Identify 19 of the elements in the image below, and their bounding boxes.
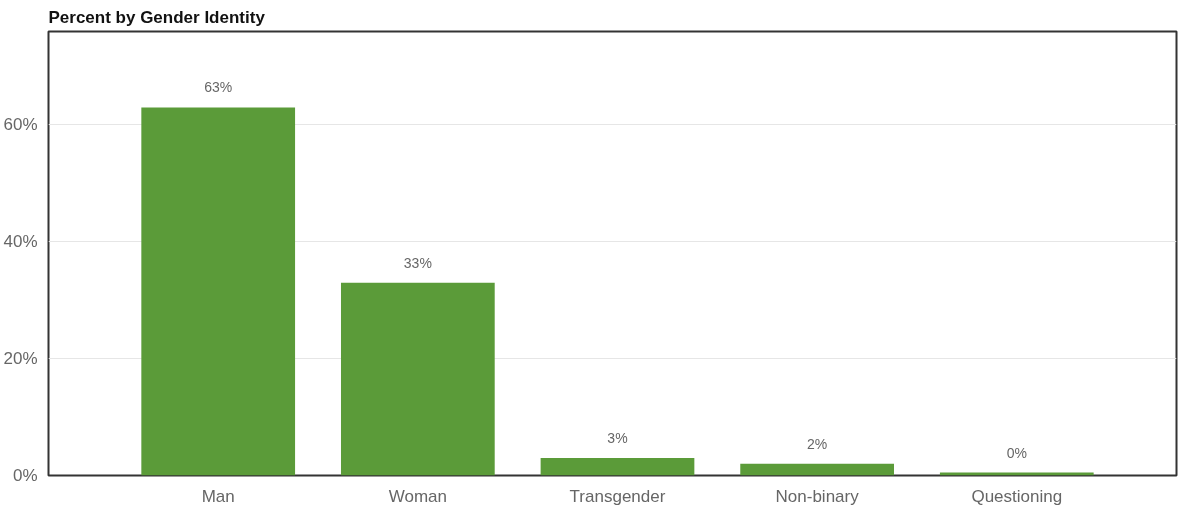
- x-tick-label: Non-binary: [775, 486, 860, 506]
- x-tick-label: Woman: [388, 486, 447, 506]
- x-tick-label: Man: [201, 486, 235, 506]
- data-label: 2%: [807, 435, 828, 452]
- bar: [740, 463, 894, 476]
- data-label: 0%: [1006, 444, 1027, 461]
- y-tick-label: 60%: [3, 115, 38, 135]
- bar: [340, 282, 495, 476]
- data-label: 33%: [403, 254, 432, 271]
- y-tick-label: 20%: [3, 349, 38, 369]
- data-label: 63%: [204, 79, 233, 96]
- bar: [540, 457, 695, 476]
- x-tick-label: Transgender: [569, 486, 666, 506]
- x-tick-label: Questioning: [971, 486, 1063, 506]
- y-tick-label: 40%: [3, 232, 38, 252]
- chart-title: Percent by Gender Identity: [48, 7, 266, 27]
- y-tick-label: 0%: [12, 466, 38, 485]
- bar: [141, 107, 296, 476]
- data-label: 3%: [607, 429, 628, 446]
